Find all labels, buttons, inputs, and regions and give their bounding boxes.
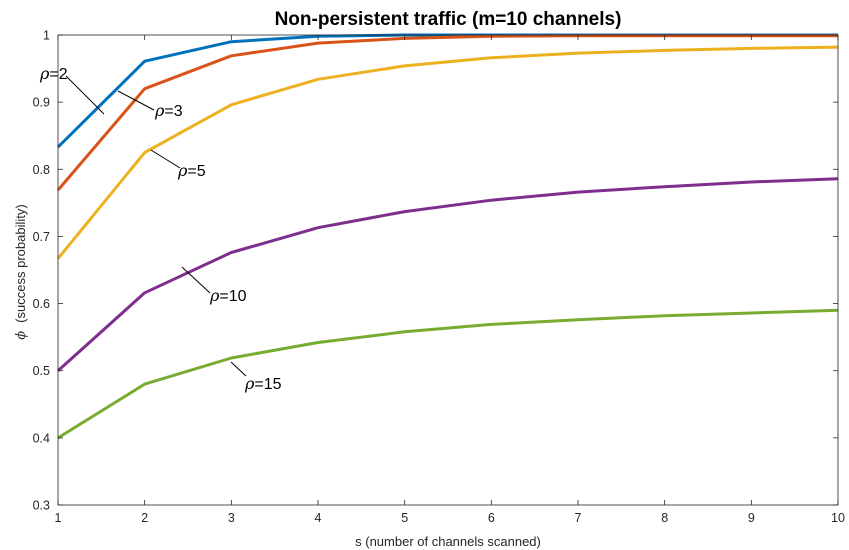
annotation-arrow xyxy=(230,361,247,377)
y-axis-label: ϕ (success probability) xyxy=(13,204,29,339)
series-line-3 xyxy=(56,45,839,260)
x-tick-label: 9 xyxy=(748,511,755,525)
annotation-value: =15 xyxy=(254,376,281,393)
x-tick-label: 6 xyxy=(488,511,495,525)
y-axis-label-text: (success probability) xyxy=(13,204,28,323)
annotation-arrow xyxy=(150,149,181,169)
annotation-value: =5 xyxy=(187,163,205,180)
annotation-arrow xyxy=(65,75,105,115)
annotation-value: =3 xyxy=(164,103,182,120)
rho-symbol: ρ xyxy=(177,161,188,180)
rho-symbol: ρ xyxy=(39,64,50,83)
annotation-label: ρ=3 xyxy=(154,101,183,120)
plot-background xyxy=(58,35,838,505)
chart-title: Non-persistent traffic (m=10 channels) xyxy=(275,9,622,30)
plot-area xyxy=(58,35,838,505)
y-tick-label: 0.5 xyxy=(33,364,50,378)
x-tick-label: 5 xyxy=(401,511,408,525)
y-tick-label: 0.3 xyxy=(33,499,50,513)
series-line-2 xyxy=(56,34,838,192)
annotation-label: ρ=15 xyxy=(244,374,282,393)
y-tick-label: 0.6 xyxy=(33,297,50,311)
y-tick-label: 0.4 xyxy=(33,431,50,445)
x-tick-label: 3 xyxy=(228,511,235,525)
y-tick-label: 1 xyxy=(43,29,50,43)
y-tick-label: 0.8 xyxy=(33,163,50,177)
annotation-arrow xyxy=(181,266,211,294)
annotation-arrow xyxy=(117,90,155,111)
axes-box xyxy=(57,34,839,506)
annotation-value: =2 xyxy=(49,66,67,83)
x-axis-label: s (number of channels scanned) xyxy=(355,534,541,549)
rho-symbol: ρ xyxy=(244,374,255,393)
annotation-label: ρ=5 xyxy=(177,161,206,180)
annotations: ρ=2ρ=3ρ=5ρ=10ρ=15 xyxy=(39,64,282,393)
x-tick-label: 7 xyxy=(575,511,582,525)
axes: 1 2 3 4 5 6 7 8 9 10 0.3 0.4 0.5 0.6 0.7 0.8 0.9 1 xyxy=(33,29,845,526)
x-tick-label: 8 xyxy=(661,511,668,525)
x-tick-label: 4 xyxy=(315,511,322,525)
y-tick-label: 0.7 xyxy=(33,230,50,244)
annotation-label: ρ=2 xyxy=(39,64,68,83)
y-axis-label-symbol: ϕ xyxy=(14,331,29,340)
rho-symbol: ρ xyxy=(154,101,165,120)
x-tick-label: 1 xyxy=(55,511,62,525)
annotation-value: =10 xyxy=(219,288,246,305)
series-line-5 xyxy=(57,308,839,440)
y-tick-label: 0.9 xyxy=(33,96,50,110)
x-tick-label: 2 xyxy=(141,511,148,525)
rho-symbol: ρ xyxy=(209,286,220,305)
x-tick-label: 10 xyxy=(831,511,845,525)
annotation-label: ρ=10 xyxy=(209,286,247,305)
